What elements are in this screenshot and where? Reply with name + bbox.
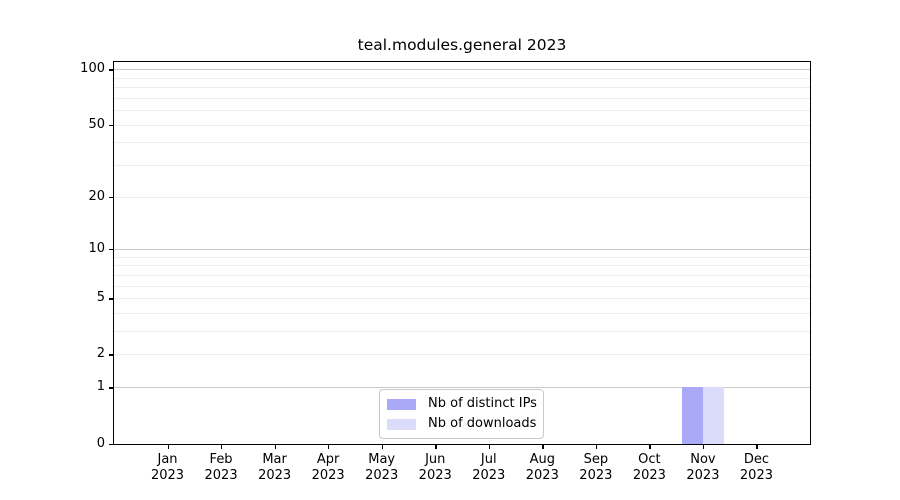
y-tick-label: 0 xyxy=(96,435,105,451)
y-tick-mark xyxy=(109,196,113,198)
gridline-minor xyxy=(114,165,810,167)
x-tick-label: Dec 2023 xyxy=(739,452,773,483)
y-tick-mark xyxy=(109,387,113,389)
gridline-minor xyxy=(114,313,810,314)
y-tick-mark xyxy=(109,443,113,445)
x-tick-label: Aug 2023 xyxy=(525,452,559,483)
x-tick-mark xyxy=(542,445,544,449)
gridline-minor xyxy=(114,298,810,300)
gridline-minor xyxy=(114,274,810,276)
x-tick-mark xyxy=(702,445,705,449)
y-tick-mark xyxy=(109,354,113,356)
legend-label-distinct-ips: Nb of distinct IPs xyxy=(428,396,537,411)
legend-swatch-distinct-ips-icon xyxy=(387,398,416,410)
gridline-major xyxy=(114,387,810,389)
x-tick-label: Jun 2023 xyxy=(418,452,452,483)
x-tick-mark xyxy=(274,445,276,449)
gridline-minor xyxy=(114,265,810,267)
gridline-major xyxy=(114,249,810,251)
y-tick-label: 2 xyxy=(96,346,105,362)
x-tick-mark xyxy=(381,445,383,449)
y-tick-label: 10 xyxy=(88,241,105,257)
x-tick-mark xyxy=(435,445,437,449)
x-tick-mark xyxy=(595,445,598,449)
bar-downloads xyxy=(702,387,725,445)
gridline-minor xyxy=(114,196,810,198)
x-tick-mark xyxy=(649,445,651,449)
x-tick-mark xyxy=(221,445,223,449)
x-tick-mark xyxy=(756,445,758,449)
gridline-minor xyxy=(114,256,810,258)
y-tick-label: 5 xyxy=(96,290,105,306)
y-tick-label: 100 xyxy=(80,61,105,77)
y-tick-mark xyxy=(109,298,113,300)
gridline-minor xyxy=(114,354,810,356)
gridline-major xyxy=(114,69,810,71)
gridline-minor xyxy=(114,87,810,89)
gridline-minor xyxy=(114,124,810,126)
legend: Nb of distinct IPs Nb of downloads xyxy=(379,389,544,439)
y-tick-mark xyxy=(109,249,113,251)
x-tick-label: Sep 2023 xyxy=(579,452,613,483)
gridline-minor xyxy=(114,285,810,287)
y-tick-label: 20 xyxy=(88,188,105,204)
x-tick-mark xyxy=(167,445,169,449)
y-tick-label: 50 xyxy=(88,116,105,132)
x-tick-label: Oct 2023 xyxy=(632,452,666,483)
y-tick-label: 1 xyxy=(96,379,105,395)
x-tick-label: Mar 2023 xyxy=(258,452,292,483)
legend-row-distinct-ips: Nb of distinct IPs xyxy=(387,396,537,412)
y-tick-mark xyxy=(109,124,113,126)
legend-swatch-downloads-icon xyxy=(387,418,416,430)
x-tick-label: Jul 2023 xyxy=(472,452,506,483)
legend-row-downloads: Nb of downloads xyxy=(387,416,537,432)
plot-area xyxy=(113,61,811,445)
x-tick-label: Feb 2023 xyxy=(204,452,238,483)
x-tick-label: Apr 2023 xyxy=(311,452,345,483)
x-tick-mark xyxy=(328,445,330,449)
legend-label-downloads: Nb of downloads xyxy=(428,416,537,431)
gridline-minor xyxy=(114,97,810,99)
gridline-minor xyxy=(114,331,810,333)
gridline-minor xyxy=(114,110,810,112)
bar-distinct-ips xyxy=(681,387,703,445)
x-tick-label: May 2023 xyxy=(365,452,399,483)
x-tick-label: Jan 2023 xyxy=(150,452,185,483)
y-tick-mark xyxy=(109,69,113,71)
chart-title: teal.modules.general 2023 xyxy=(357,36,567,54)
x-tick-label: Nov 2023 xyxy=(686,452,720,483)
gridline-minor xyxy=(114,142,810,144)
x-tick-mark xyxy=(488,445,491,449)
gridline-minor xyxy=(114,77,810,79)
